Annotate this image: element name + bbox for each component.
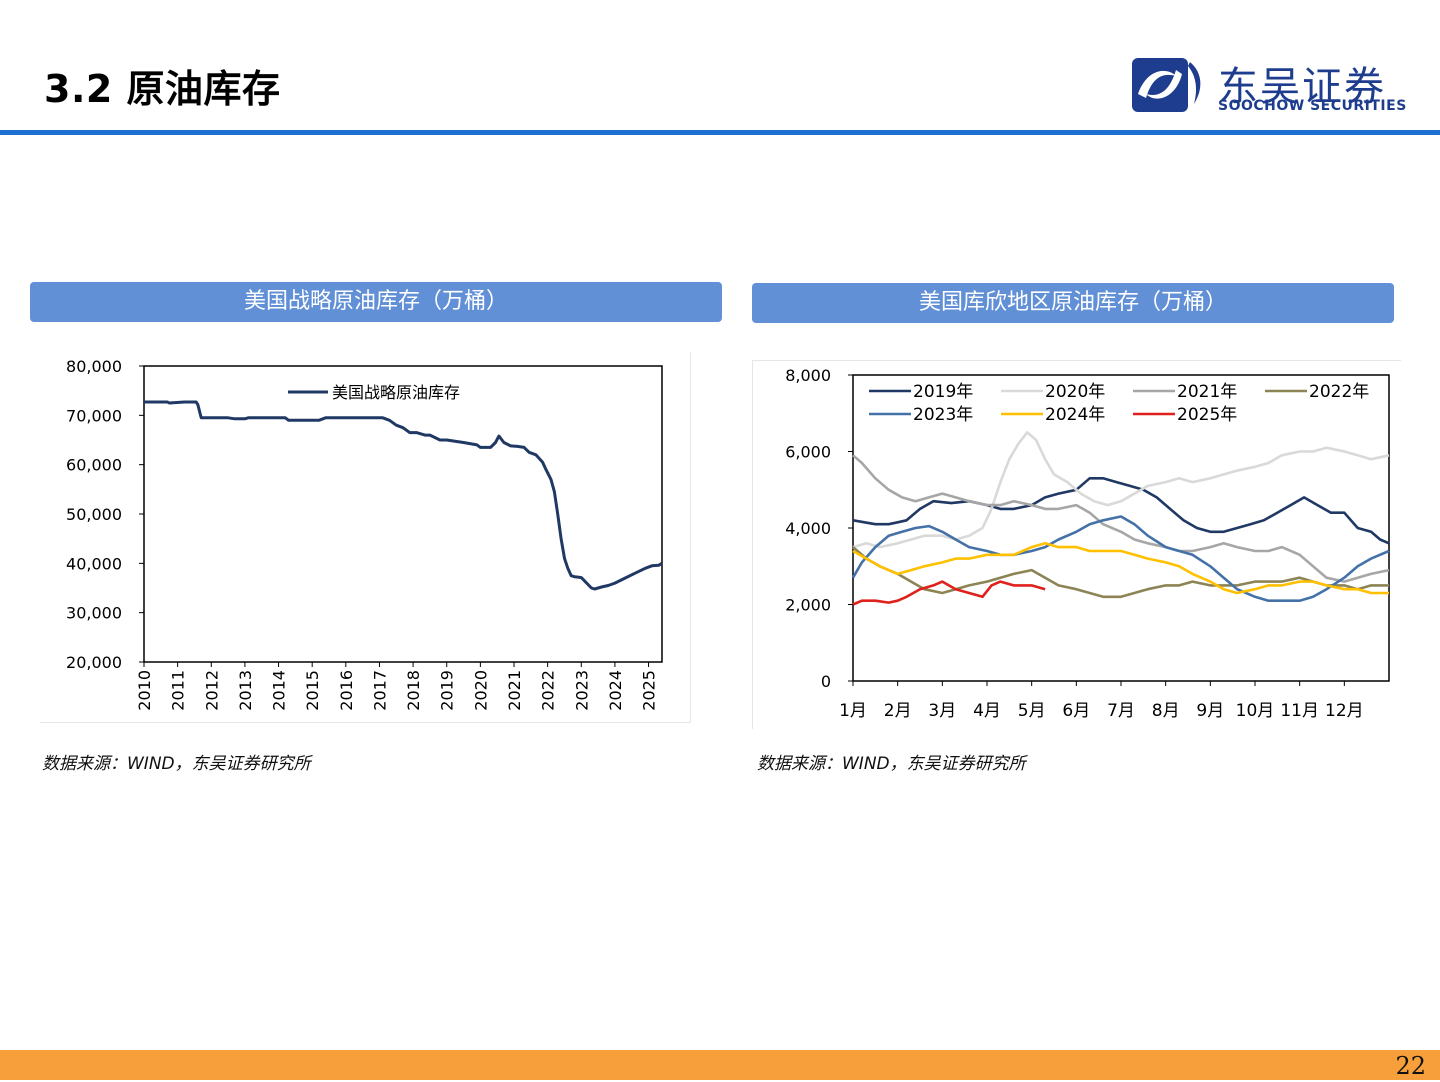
x-tick-label: 5月 [1018,701,1046,721]
legend-label: 2020年 [1045,382,1105,402]
plot-frame [143,365,663,663]
x-tick-label: 12月 [1325,701,1364,721]
series-line-2021年 [852,454,1390,583]
legend-label: 2021年 [1177,382,1237,402]
x-tick-label: 2月 [884,701,912,721]
soochow-logo-mark-icon [1132,58,1201,112]
x-tick-label: 2016 [337,670,356,711]
x-tick-label: 2022 [539,670,558,711]
legend-label: 2019年 [913,382,973,402]
footer-bar: 22 [0,1050,1440,1080]
series-line-2023年 [851,515,1390,602]
x-tick-label: 2021 [505,670,524,711]
x-tick-label: 6月 [1062,701,1090,721]
spr-chart: 20,000 30,000 40,000 50,000 60,000 70,000 80,0… [40,352,691,723]
x-tick-label: 2023 [572,670,591,711]
y-tick-label: 30,000 [66,604,122,623]
series-line-2019年 [852,477,1390,545]
y-tick-label: 0 [821,672,831,691]
x-tick-label: 9月 [1196,701,1224,721]
legend-label: 2023年 [913,405,973,425]
header-divider [0,130,1440,135]
x-tick-label: 1月 [839,701,867,721]
x-tick-label: 7月 [1107,701,1135,721]
series-line-2025年 [852,580,1046,606]
y-tick-label: 60,000 [66,456,122,475]
y-tick-label: 40,000 [66,554,122,573]
x-tick-label: 2010 [135,670,154,711]
legend-label: 2025年 [1177,405,1237,425]
series-line-spr [144,400,663,591]
y-tick-label: 2,000 [785,596,831,615]
page-number: 22 [1395,1052,1426,1080]
right-chart-title-banner: 美国库欣地区原油库存（万桶） [752,283,1394,323]
spr-chart-svg: 20,000 30,000 40,000 50,000 60,000 70,000 80,0… [66,357,663,711]
left-chart-title-banner: 美国战略原油库存（万桶） [30,282,722,322]
x-tick-label: 2011 [169,670,188,711]
series-line-2024年 [852,542,1389,595]
x-tick-label: 10月 [1236,701,1275,721]
logo-english-name: SOOCHOW SECURITIES [1218,98,1407,114]
y-tick-label: 50,000 [66,505,122,524]
logo-chinese-name: 东吴证券 [1218,64,1386,110]
legend-label: 2024年 [1045,405,1105,425]
series-line-2022年 [852,546,1389,599]
x-tick-label: 2015 [303,670,322,711]
x-tick-label: 2017 [370,670,389,711]
legend-label: 2022年 [1309,382,1369,402]
y-tick-label: 8,000 [785,366,831,385]
cushing-chart: 0 2,000 4,000 6,000 8,000 1月 2月 3月 4月 5月 6月 7月 8月 9月 1… [752,360,1401,729]
x-tick-label: 2018 [404,670,423,711]
y-tick-label: 70,000 [66,406,122,425]
x-tick-label: 4月 [973,701,1001,721]
y-tick-label: 20,000 [66,653,122,672]
page-title: 3.2 原油库存 [44,67,281,111]
x-tick-label: 2020 [471,670,490,711]
x-tick-label: 2013 [236,670,255,711]
y-tick-label: 4,000 [785,519,831,538]
y-tick-label: 6,000 [785,443,831,462]
left-data-source: 数据来源：WIND，东吴证券研究所 [42,754,311,774]
cushing-chart-svg: 0 2,000 4,000 6,000 8,000 1月 2月 3月 4月 5月 6月 7月 8月 9月 1… [785,366,1390,721]
x-tick-label: 2025 [640,670,659,711]
x-tick-label: 2014 [270,670,289,711]
x-tick-label: 3月 [928,701,956,721]
x-tick-label: 2019 [438,670,457,711]
legend-label: 美国战略原油库存 [332,383,460,402]
right-data-source: 数据来源：WIND，东吴证券研究所 [757,754,1026,774]
x-tick-label: 8月 [1152,701,1180,721]
x-tick-label: 2012 [202,670,221,711]
y-tick-label: 80,000 [66,357,122,376]
series-line-2020年 [852,431,1390,549]
x-tick-label: 2024 [606,670,625,711]
soochow-logo: 东吴证券 SOOCHOW SECURITIES [1132,54,1412,118]
x-tick-label: 11月 [1280,701,1319,721]
